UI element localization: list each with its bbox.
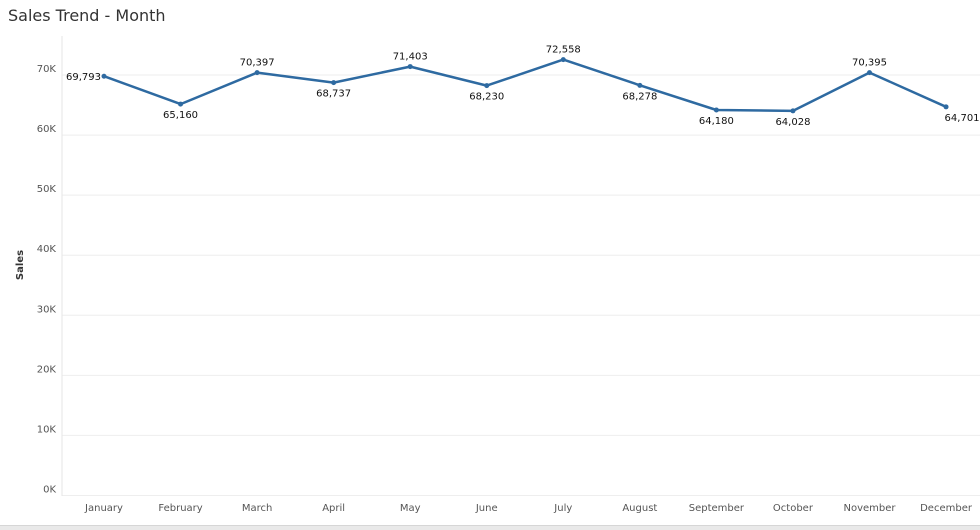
y-tick-labels: 0K 10K 20K 30K 40K 50K 60K 70K (37, 64, 57, 496)
x-tick-label: September (689, 503, 745, 514)
data-label: 70,397 (240, 58, 275, 69)
data-label: 64,028 (775, 117, 810, 128)
gridlines (62, 74, 980, 496)
y-tick-label: 70K (37, 64, 57, 75)
x-tick-label: May (400, 503, 421, 514)
data-point (790, 108, 796, 114)
y-tick-label: 60K (37, 124, 57, 135)
data-point (254, 70, 260, 76)
x-tick-label: January (84, 503, 123, 514)
y-tick-label: 20K (37, 364, 57, 375)
data-point (713, 107, 719, 113)
x-tick-label: July (553, 503, 572, 514)
data-point (101, 73, 107, 79)
x-tick-label: April (322, 503, 345, 514)
y-tick-label: 40K (37, 244, 57, 255)
data-labels: 69,793 65,160 70,397 68,737 71,403 68,230 72,5… (66, 45, 980, 128)
data-point (867, 70, 872, 76)
sales-series-line (103, 58, 947, 113)
x-tick-label: February (158, 503, 202, 514)
data-points (101, 57, 949, 114)
data-label: 64,701 (945, 113, 980, 124)
chart-title: Sales Trend - Month (8, 6, 166, 25)
data-label: 68,737 (316, 89, 351, 100)
data-label: 65,160 (163, 110, 198, 121)
data-point (178, 101, 184, 107)
bottom-divider (0, 525, 980, 530)
x-tick-label: June (475, 503, 498, 514)
data-label: 72,558 (546, 45, 581, 56)
x-tick-label: November (843, 503, 896, 514)
data-label: 69,793 (66, 72, 101, 83)
data-point (560, 57, 566, 63)
data-point (943, 104, 949, 110)
y-tick-label: 50K (37, 184, 57, 195)
data-label: 64,180 (699, 116, 734, 127)
x-tick-label: March (242, 503, 272, 514)
data-label: 68,278 (622, 91, 657, 102)
data-point (331, 80, 337, 86)
data-label: 71,403 (393, 52, 428, 63)
y-tick-label: 30K (37, 304, 57, 315)
y-axis-label: Sales (15, 250, 26, 280)
data-label: 70,395 (852, 58, 887, 69)
x-tick-label: December (920, 503, 973, 514)
data-point (484, 83, 490, 89)
x-tick-label: October (773, 503, 814, 514)
x-tick-label: August (622, 503, 657, 514)
data-point (407, 64, 413, 70)
y-tick-label: 0K (43, 485, 56, 496)
data-point (637, 82, 643, 88)
x-tick-labels: January February March April May June July Augu… (84, 503, 973, 514)
data-label: 68,230 (469, 92, 504, 103)
y-tick-label: 10K (37, 424, 57, 435)
